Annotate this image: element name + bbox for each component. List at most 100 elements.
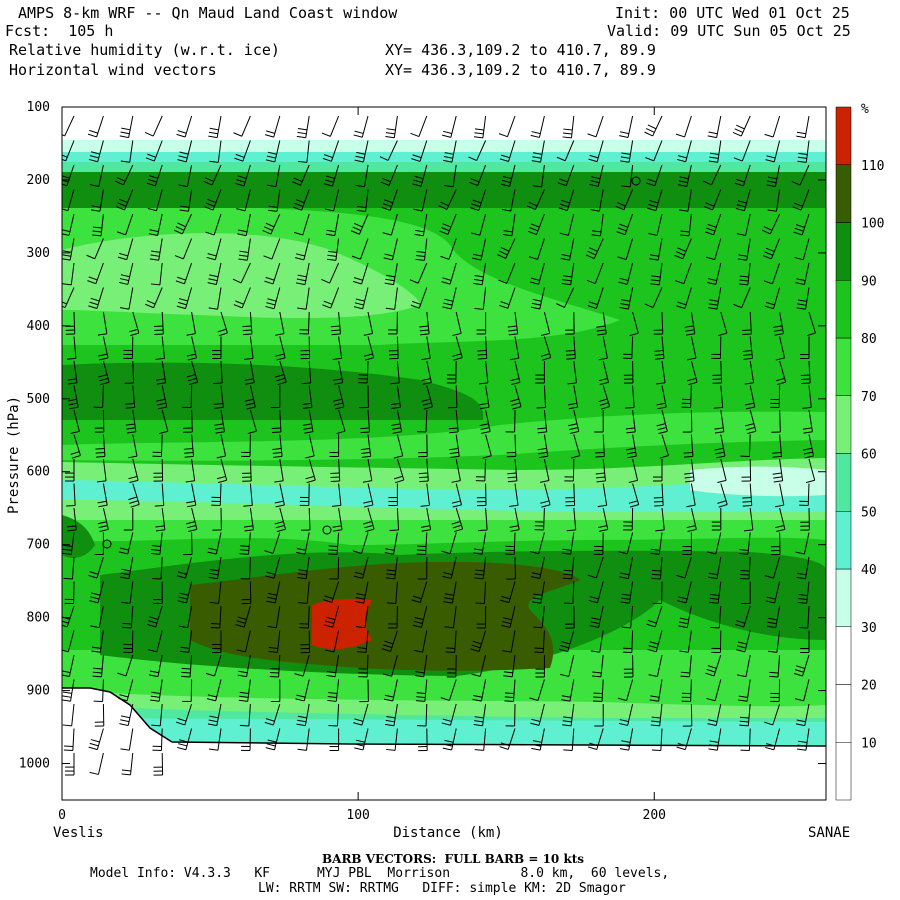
wind-barb [385,556,398,580]
wind-barb [90,605,104,629]
colorbar-swatch [835,684,852,743]
colorbar-level-label: 50 [861,505,877,520]
wind-barb [598,336,608,361]
wind-barb [238,679,251,702]
wind-barb [415,238,428,261]
wind-barb [208,556,222,580]
wind-barb [88,140,104,163]
wind-barb [380,164,398,186]
wind-barb [775,336,786,361]
wind-barb [212,336,222,359]
wind-barb [682,703,693,727]
wind-barb [336,409,346,435]
colorbar-swatch [835,511,852,570]
wind-barb [147,605,163,628]
wind-barb [509,336,520,361]
wind-barb [590,189,604,212]
wind-barb [185,458,196,483]
wind-barb [128,434,138,459]
wind-barb [238,238,251,261]
wind-barb [266,581,281,604]
wind-barb [740,728,751,751]
wind-barb [686,483,696,508]
wind-barb [733,287,751,309]
wind-barb [772,458,784,483]
wind-barb [769,654,781,678]
x-tick-label: 0 [58,808,66,823]
wind-barb [619,728,634,751]
wind-barb [499,287,516,309]
wind-barb [621,164,634,188]
y-axis: 100 200 300 400 500 600 700 800 900 1000 [19,100,826,772]
wind-barb [153,311,164,335]
wind-barb [70,434,81,459]
wind-barbs [62,115,816,776]
wind-barb [656,360,666,385]
wind-barb [326,238,340,261]
wind-barb [120,140,134,163]
wind-barb [653,459,663,482]
wind-barb [267,164,281,188]
wind-barb [237,654,251,678]
wind-barb [94,703,105,727]
wind-barb [208,115,222,139]
wind-barb [588,728,604,751]
wind-barb [358,654,369,678]
wind-barb [708,140,722,163]
wind-barb [351,238,369,260]
wind-barb [590,630,604,653]
wind-barb [510,360,521,385]
wind-barb [232,262,251,284]
wind-barb [625,385,635,409]
wind-barb [175,262,193,285]
wind-barb [421,385,433,410]
wind-barb [647,189,663,212]
wind-barb [565,605,575,629]
wind-barb [803,434,815,459]
wind-barb [442,556,457,579]
wind-barb [178,605,193,629]
wind-barb [477,336,488,360]
colorbar-swatch [835,164,852,223]
wind-barb [332,336,343,361]
wind-barb [156,385,168,410]
wind-barb [119,703,134,727]
wind-barb [711,336,722,359]
wind-barb [94,409,105,433]
wind-barb [293,189,310,211]
wind-barb [708,556,722,580]
wind-barb [146,164,163,187]
wind-barb [360,434,372,458]
wind-barb [802,409,813,434]
wind-barb [594,704,604,727]
wind-barb [116,213,134,236]
wind-barb [70,409,80,435]
wind-barb [743,507,754,532]
wind-barb [653,311,664,335]
wind-barb [381,189,398,211]
wind-barb [794,238,810,261]
wind-barb [321,115,340,137]
wind-barb [155,336,165,360]
wind-barb [384,703,398,727]
wind-barb [212,630,222,653]
wind-barb [439,213,457,235]
wind-barb [565,483,576,507]
wind-barb [676,556,692,579]
wind-barb [155,507,166,532]
wind-barb [645,140,663,162]
wind-barb [294,654,310,677]
wind-barb [531,728,545,751]
wind-barb [214,409,225,434]
wind-barb [208,728,222,751]
wind-barb [739,703,751,727]
wind-barb [531,140,545,163]
wind-barb [766,605,781,629]
wind-barb [270,385,281,408]
wind-barb [87,262,104,285]
wind-barb [274,483,285,508]
wind-barb [88,287,104,310]
wind-barb [473,703,487,727]
wind-barb [648,213,663,236]
wind-barb [540,311,551,337]
